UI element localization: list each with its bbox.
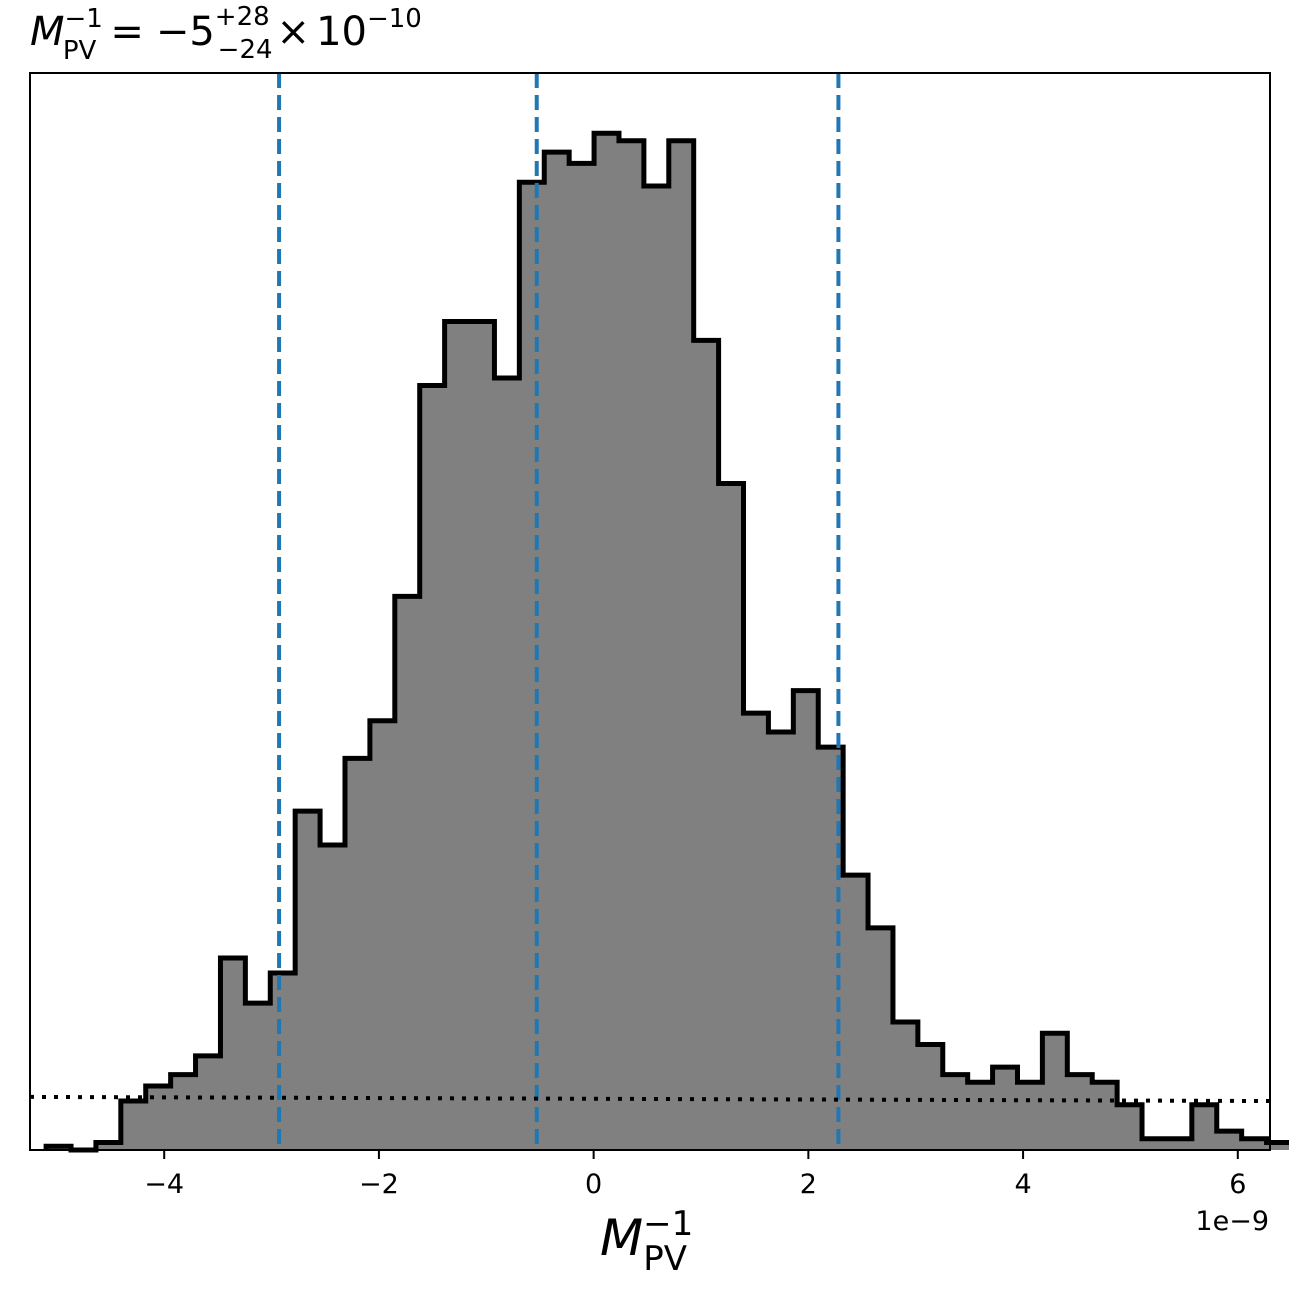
plot-frame <box>29 72 1271 1151</box>
x-tick-label: −2 <box>359 1169 399 1200</box>
x-tick-label: 4 <box>1014 1169 1031 1200</box>
x-tick-label: 2 <box>800 1169 817 1200</box>
histogram-fill <box>46 133 1289 1150</box>
x-axis-label: M−1 PV <box>600 1204 693 1279</box>
x-offset-text: 1e−9 <box>1195 1206 1269 1237</box>
histogram-outline <box>43 130 1289 1153</box>
x-tick-label: 0 <box>585 1169 602 1200</box>
reference-dotted-line <box>29 1094 1271 1104</box>
chart-title: M−1 PV = −5+28 −24 × 10−10 <box>30 2 422 66</box>
x-tick-label: 6 <box>1229 1169 1246 1200</box>
x-tick-label: −4 <box>144 1169 184 1200</box>
